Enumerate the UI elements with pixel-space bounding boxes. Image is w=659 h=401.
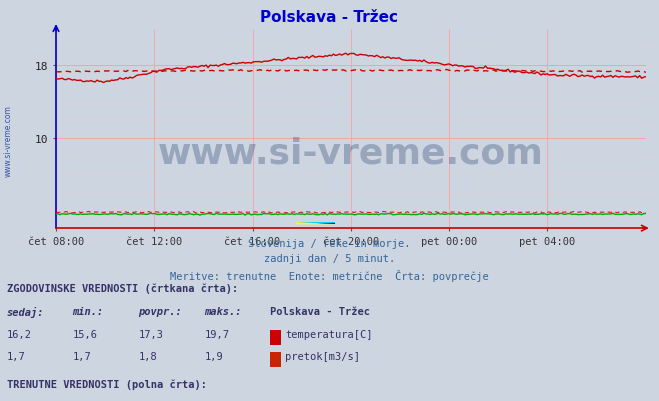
Text: 1,7: 1,7 <box>72 351 91 361</box>
Text: www.si-vreme.com: www.si-vreme.com <box>158 136 544 170</box>
Polygon shape <box>297 222 335 225</box>
Text: 19,7: 19,7 <box>204 329 229 339</box>
Text: 1,8: 1,8 <box>138 351 157 361</box>
Text: 15,6: 15,6 <box>72 329 98 339</box>
Text: 17,3: 17,3 <box>138 329 163 339</box>
Text: min.:: min.: <box>72 306 103 316</box>
Text: pretok[m3/s]: pretok[m3/s] <box>285 351 360 361</box>
Text: sedaj:: sedaj: <box>7 306 44 317</box>
Text: 1,9: 1,9 <box>204 351 223 361</box>
Text: www.si-vreme.com: www.si-vreme.com <box>3 105 13 176</box>
Text: 16,2: 16,2 <box>7 329 32 339</box>
Text: TRENUTNE VREDNOSTI (polna črta):: TRENUTNE VREDNOSTI (polna črta): <box>7 379 206 389</box>
Text: povpr.:: povpr.: <box>138 306 182 316</box>
Text: zadnji dan / 5 minut.: zadnji dan / 5 minut. <box>264 254 395 264</box>
Text: 1,7: 1,7 <box>7 351 25 361</box>
Text: maks.:: maks.: <box>204 306 242 316</box>
Text: Meritve: trenutne  Enote: metrične  Črta: povprečje: Meritve: trenutne Enote: metrične Črta: … <box>170 269 489 281</box>
Text: temperatura[C]: temperatura[C] <box>285 329 373 339</box>
Text: ZGODOVINSKE VREDNOSTI (črtkana črta):: ZGODOVINSKE VREDNOSTI (črtkana črta): <box>7 283 238 293</box>
Polygon shape <box>297 222 335 225</box>
Text: Slovenija / reke in morje.: Slovenija / reke in morje. <box>248 239 411 249</box>
Polygon shape <box>316 224 335 225</box>
Text: Polskava - Tržec: Polskava - Tržec <box>270 306 370 316</box>
Text: Polskava - Tržec: Polskava - Tržec <box>260 10 399 25</box>
